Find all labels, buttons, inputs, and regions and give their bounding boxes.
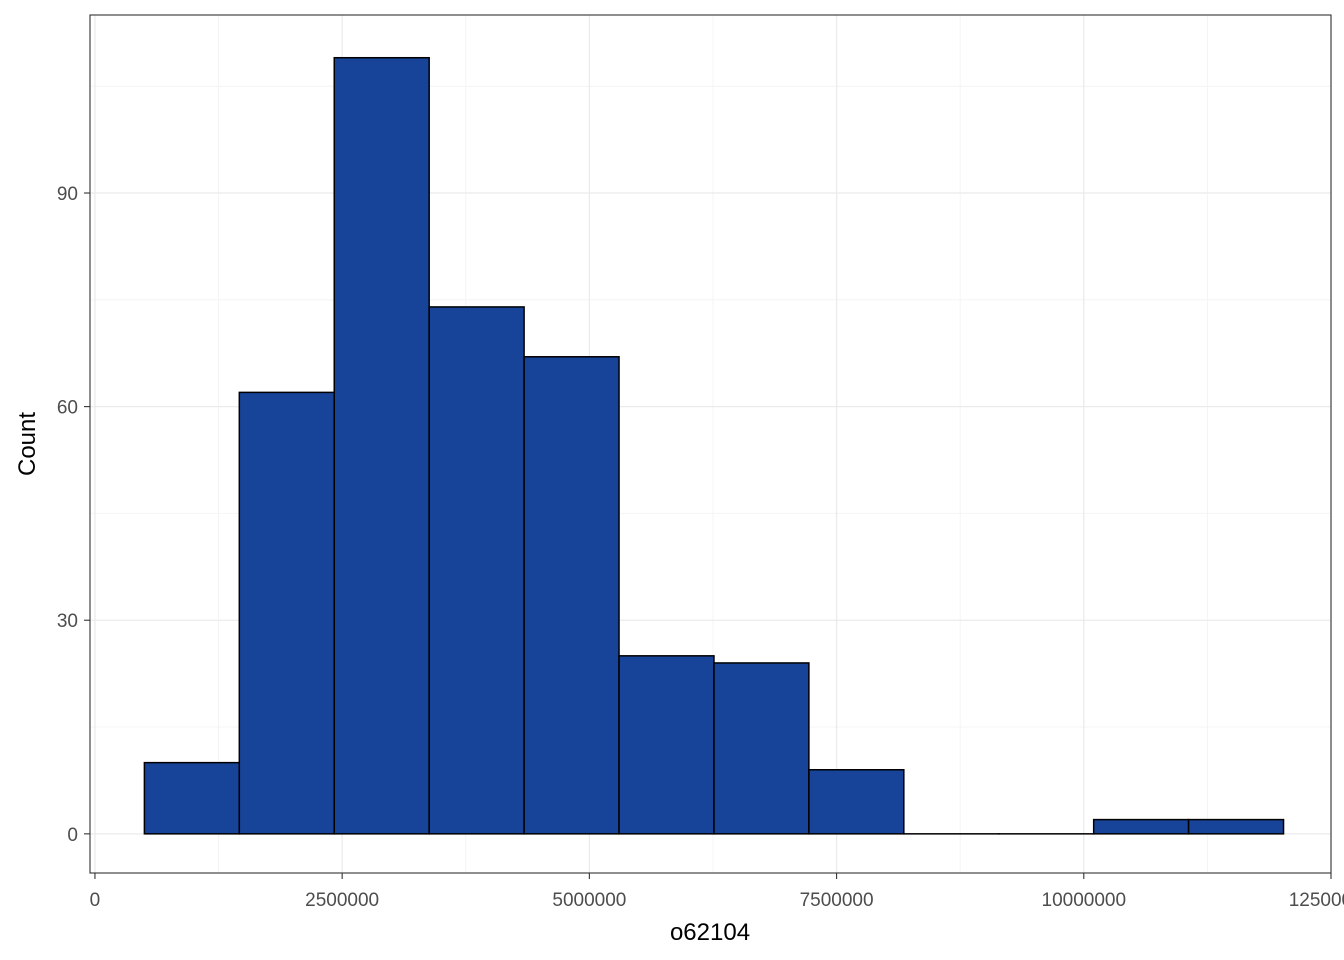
histogram-bar (238, 391, 335, 835)
panel-border (89, 14, 1332, 874)
histogram-bars (143, 56, 1285, 835)
x-tick-label: 7500000 (800, 890, 874, 911)
x-tick-label: 12500000 (1289, 890, 1344, 911)
x-tick-label: 10000000 (1042, 890, 1127, 911)
x-tick-label: 0 (90, 890, 101, 911)
x-tick-label: 5000000 (552, 890, 626, 911)
histogram-bar (808, 769, 905, 835)
histogram-bar (523, 356, 620, 835)
histogram-bar (618, 655, 715, 835)
y-tick-label: 30 (57, 611, 78, 632)
histogram-bar (428, 306, 525, 835)
y-axis-title: Count (14, 412, 41, 476)
y-tick-label: 60 (57, 398, 78, 419)
histogram-bar (1092, 818, 1190, 835)
y-tick-label: 0 (67, 825, 78, 846)
y-axis-ticks: 0 30 60 90 (57, 184, 90, 846)
x-tick-label: 2500000 (305, 890, 379, 911)
histogram-bar (333, 56, 430, 835)
y-tick-label: 90 (57, 184, 78, 205)
histogram-bar (1187, 818, 1285, 835)
x-axis-ticks: 0 2500000 5000000 7500000 10000000 12500000 (90, 873, 1344, 911)
x-axis-title: o62104 (670, 919, 750, 946)
histogram-bar (713, 662, 810, 835)
histogram-bar (143, 761, 241, 835)
